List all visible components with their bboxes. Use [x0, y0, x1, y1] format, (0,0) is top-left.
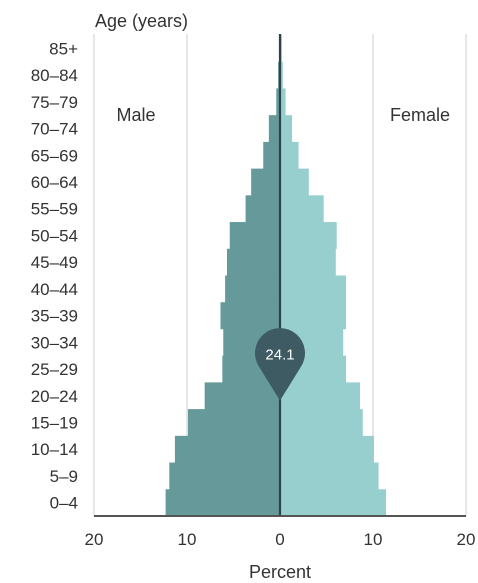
x-tick-label: 0	[275, 530, 284, 549]
y-tick-label: 75–79	[31, 93, 78, 112]
bar-male-0	[165, 489, 280, 517]
y-tick-label: 15–19	[31, 413, 78, 432]
bar-male-4	[204, 382, 280, 410]
bar-male-13	[263, 141, 280, 169]
bar-female-8	[280, 275, 347, 303]
x-tick-labels: 20 10 0 10 20	[85, 530, 476, 549]
bar-male-14	[268, 115, 280, 143]
bar-female-15	[280, 88, 286, 116]
y-tick-label: 55–59	[31, 200, 78, 219]
y-tick-label: 40–44	[31, 280, 78, 299]
bar-female-7	[280, 302, 347, 330]
y-tick-label: 60–64	[31, 173, 78, 192]
y-tick-label: 30–34	[31, 333, 78, 352]
x-tick-label: 20	[457, 530, 476, 549]
bar-female-13	[280, 141, 299, 169]
median-age-marker: 24.1	[255, 328, 305, 401]
y-tick-label: 35–39	[31, 307, 78, 326]
bar-female-4	[280, 382, 360, 410]
bar-male-10	[229, 222, 280, 250]
y-tick-label: 10–14	[31, 440, 78, 459]
y-tick-label: 65–69	[31, 146, 78, 165]
legend-female-label: Female	[390, 105, 450, 125]
bar-female-9	[280, 248, 336, 276]
bar-female-0	[280, 489, 387, 517]
x-axis-title: Percent	[249, 562, 311, 582]
y-tick-label: 70–74	[31, 120, 78, 139]
bar-male-1	[169, 462, 280, 490]
y-tick-labels: 0–4 5–9 10–14 15–19 20–24 25–29 30–34 35–39 40–4…	[31, 39, 78, 512]
bar-male-15	[276, 88, 280, 116]
bar-female-12	[280, 168, 309, 196]
bar-male-8	[225, 275, 280, 303]
gridlines	[93, 34, 467, 516]
bar-male-11	[245, 195, 280, 223]
bar-female-1	[280, 462, 379, 490]
y-axis-title: Age (years)	[95, 11, 188, 31]
y-tick-label: 0–4	[50, 494, 78, 513]
y-tick-label: 25–29	[31, 360, 78, 379]
bar-male-2	[174, 435, 280, 463]
legend-male-label: Male	[116, 105, 155, 125]
bar-female-16	[280, 61, 283, 89]
bar-male-12	[251, 168, 280, 196]
bar-male-9	[226, 248, 280, 276]
bar-female-3	[280, 409, 363, 437]
median-age-label: 24.1	[265, 347, 294, 364]
bar-male-7	[220, 302, 280, 330]
x-tick-label: 10	[178, 530, 197, 549]
bar-male-3	[187, 409, 280, 437]
bar-female-14	[280, 115, 293, 143]
x-tick-label: 10	[364, 530, 383, 549]
y-tick-label: 50–54	[31, 226, 78, 245]
median-age-pin	[255, 328, 305, 401]
x-tick-label: 20	[85, 530, 104, 549]
y-tick-label: 85+	[49, 39, 78, 58]
y-tick-label: 5–9	[50, 467, 78, 486]
y-tick-label: 80–84	[31, 66, 78, 85]
y-tick-label: 45–49	[31, 253, 78, 272]
bar-female-11	[280, 195, 324, 223]
bar-female-2	[280, 435, 374, 463]
bars	[165, 35, 387, 517]
y-tick-label: 20–24	[31, 387, 78, 406]
bar-female-10	[280, 222, 337, 250]
